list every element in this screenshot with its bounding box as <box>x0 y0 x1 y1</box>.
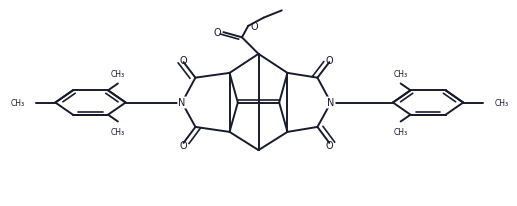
Text: N: N <box>327 98 334 108</box>
Text: CH₃: CH₃ <box>111 70 125 79</box>
Text: CH₃: CH₃ <box>111 127 125 136</box>
Text: O: O <box>214 28 221 38</box>
Text: CH₃: CH₃ <box>10 98 24 108</box>
Text: N: N <box>178 98 186 108</box>
Text: O: O <box>251 22 258 32</box>
Text: CH₃: CH₃ <box>393 70 408 79</box>
Text: O: O <box>180 141 187 151</box>
Text: O: O <box>180 55 187 65</box>
Text: O: O <box>326 141 333 151</box>
Text: CH₃: CH₃ <box>393 127 408 136</box>
Text: O: O <box>326 55 333 65</box>
Text: CH₃: CH₃ <box>494 98 508 108</box>
